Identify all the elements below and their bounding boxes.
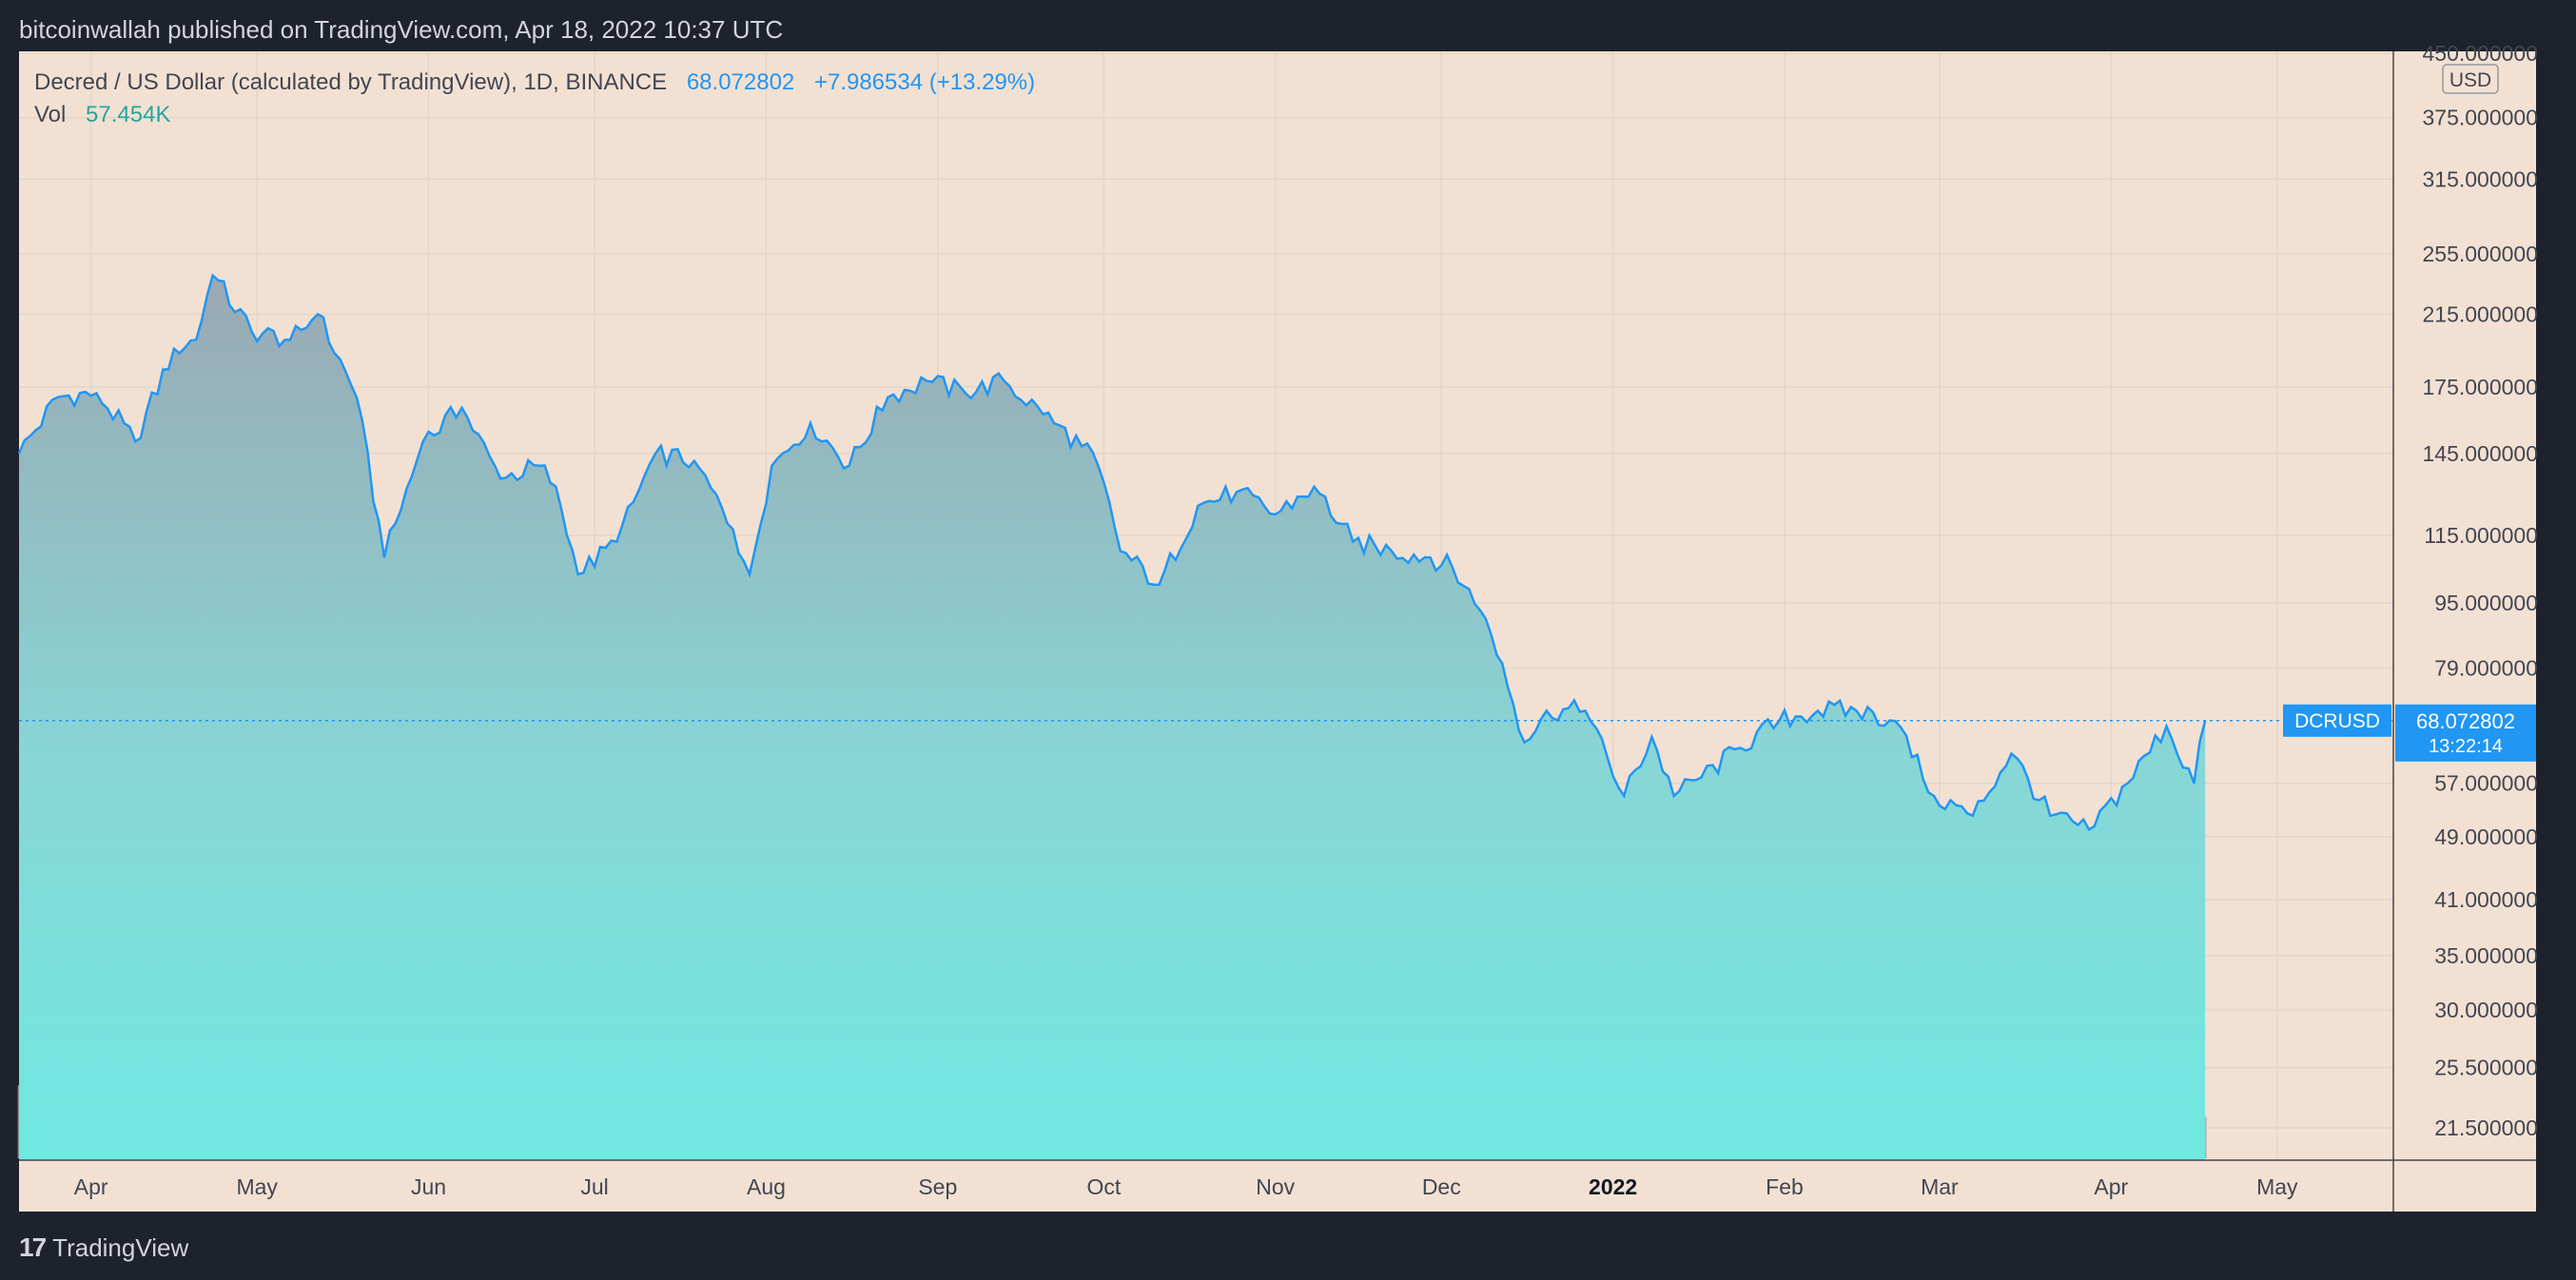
- time-tick-label: Aug: [747, 1174, 786, 1199]
- price-tick-label: 79.000000: [2434, 655, 2538, 680]
- time-tick-label: Dec: [1422, 1174, 1461, 1199]
- price-tick-label: 215.000000: [2422, 301, 2538, 326]
- price-tick-label: 315.000000: [2422, 167, 2538, 192]
- time-tick-label: Oct: [1086, 1174, 1121, 1199]
- time-tick-label: Nov: [1256, 1174, 1295, 1199]
- price-tick-label: 41.000000: [2434, 887, 2538, 912]
- price-line: [17, 273, 2207, 832]
- legend-title: Decred / US Dollar (calculated by Tradin…: [34, 69, 668, 95]
- time-tick-label: Apr: [2094, 1174, 2128, 1199]
- time-tick-label: Apr: [74, 1174, 108, 1199]
- header-text: bitcoinwallah published on TradingView.c…: [19, 15, 784, 44]
- time-tick-label: May: [236, 1174, 278, 1199]
- price-tick-label: 35.000000: [2434, 943, 2538, 968]
- legend-vol-label: Vol: [34, 102, 67, 127]
- time-tick-label: 2022: [1589, 1174, 1637, 1199]
- time-axis[interactable]: Apr May Jun Jul Aug Sep Oct Nov Dec 2022 Feb Mar Apr…: [74, 1174, 2298, 1199]
- tradingview-logo-icon: 17: [19, 1232, 47, 1262]
- last-price-value: 68.072802: [2416, 709, 2515, 733]
- volume-bar: [2203, 1116, 2207, 1158]
- price-tick-label: 175.000000: [2422, 375, 2538, 399]
- price-tick-label: 49.000000: [2434, 824, 2538, 849]
- publication-header: bitcoinwallah published on TradingView.c…: [19, 15, 783, 44]
- price-tick-label: 30.000000: [2434, 998, 2538, 1022]
- brand-name: TradingView: [52, 1232, 189, 1262]
- price-tick-label: 57.000000: [2434, 771, 2538, 796]
- time-tick-label: Sep: [918, 1174, 957, 1199]
- countdown-timer: 13:22:14: [2429, 736, 2503, 757]
- price-tick-label: 450.000000: [2422, 41, 2538, 66]
- time-tick-label: Jun: [411, 1174, 446, 1199]
- symbol-label: DCRUSD: [2294, 710, 2380, 732]
- price-tick-label: 145.000000: [2422, 441, 2538, 466]
- time-tick-label: May: [2256, 1174, 2298, 1199]
- price-tick-label: 115.000000: [2424, 523, 2538, 548]
- last-price-badge: DCRUSD 68.072802 13:22:14: [2283, 704, 2536, 762]
- price-tick-label: 255.000000: [2422, 242, 2538, 266]
- price-area: [19, 275, 2206, 1161]
- price-tick-label: 375.000000: [2422, 106, 2538, 130]
- time-tick-label: Jul: [580, 1174, 608, 1199]
- legend-vol-value: 57.454K: [86, 102, 171, 127]
- legend-change: +7.986534 (+13.29%): [813, 69, 1036, 95]
- legend-price: 68.072802: [686, 69, 795, 95]
- footer-brand[interactable]: 17 TradingView: [19, 1227, 188, 1269]
- legend-volume-row: Vol 57.454K: [34, 99, 1035, 131]
- time-tick-label: Feb: [1766, 1174, 1804, 1199]
- chart-legend: Decred / US Dollar (calculated by Tradin…: [34, 67, 1035, 131]
- price-axis[interactable]: 450.000000 375.000000 315.000000 255.000000…: [2422, 41, 2538, 1140]
- currency-label: USD: [2449, 69, 2491, 91]
- time-tick-label: Mar: [1921, 1174, 1959, 1199]
- currency-badge[interactable]: USD: [2442, 64, 2499, 94]
- legend-main-row: Decred / US Dollar (calculated by Tradin…: [34, 67, 1035, 99]
- price-tick-label: 95.000000: [2434, 591, 2538, 615]
- price-tick-label: 21.500000: [2434, 1115, 2538, 1140]
- price-tick-label: 25.500000: [2434, 1056, 2538, 1080]
